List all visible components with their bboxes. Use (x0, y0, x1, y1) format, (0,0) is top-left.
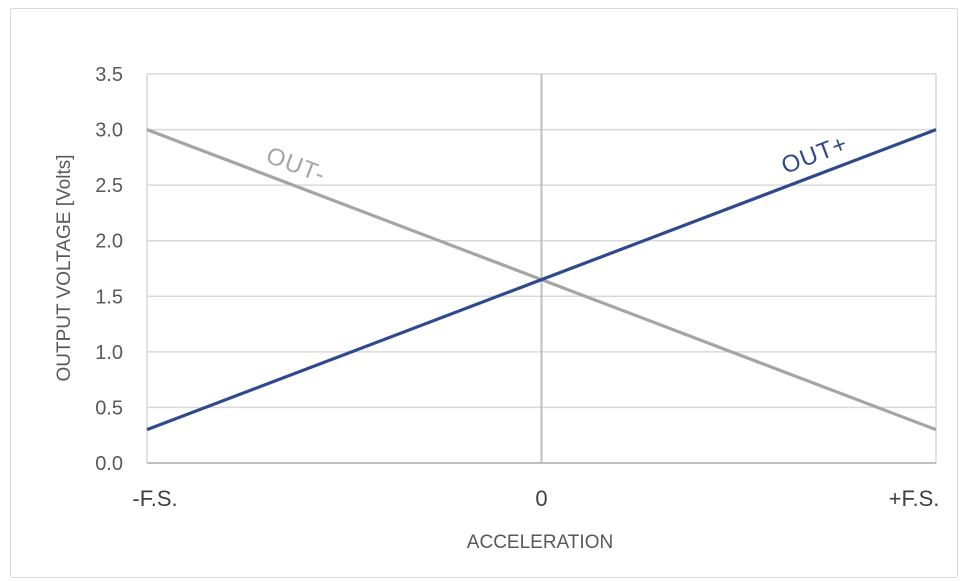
y-tick-label: 2.0 (95, 231, 123, 253)
y-tick-label: 0.0 (95, 453, 123, 475)
x-tick-label: -F.S. (132, 486, 177, 511)
x-axis-label: ACCELERATION (467, 532, 613, 553)
series-label-out-minus: OUT- (262, 142, 329, 189)
y-tick-label: 1.0 (95, 342, 123, 364)
x-tick-label: +F.S. (889, 486, 940, 511)
y-tick-label: 3.5 (95, 64, 123, 86)
y-tick-label: 1.5 (95, 286, 123, 308)
series-label-out-plus: OUT+ (778, 130, 852, 180)
y-tick-label: 0.5 (95, 397, 123, 419)
series-line-out-plus (146, 128, 937, 432)
chart-frame (10, 8, 958, 578)
grid (146, 73, 937, 464)
x-tick-label: 0 (535, 486, 547, 511)
y-tick-label: 2.5 (95, 175, 123, 197)
y-tick-label: 3.0 (95, 120, 123, 142)
y-axis-label: OUTPUT VOLTAGE [Volts] (54, 155, 75, 382)
tick-labels: 0.0 0.5 1.0 1.5 2.0 2.5 3.0 3.5 -F.S. 0 +F.S. (95, 64, 939, 511)
